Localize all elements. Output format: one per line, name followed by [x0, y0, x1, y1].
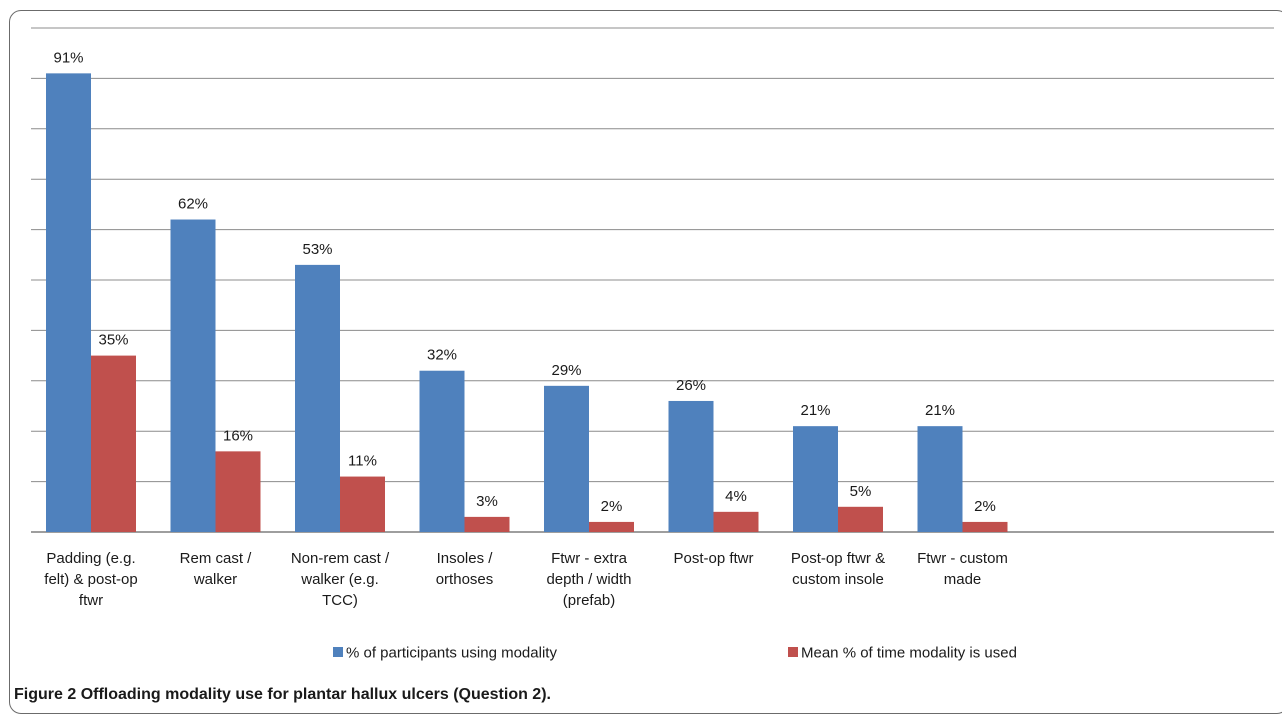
- legend-swatch-mean-time: [788, 647, 798, 657]
- data-label: 2%: [974, 498, 996, 515]
- bar-participants: [544, 385, 589, 532]
- category-label: Ftwr - custom made: [917, 550, 1008, 588]
- bar-mean-time: [838, 506, 883, 532]
- data-label: 21%: [925, 402, 955, 419]
- data-label: 16%: [223, 427, 253, 444]
- data-label: 53%: [302, 241, 332, 258]
- figure-number: Figure 2: [14, 686, 77, 703]
- bar-mean-time: [340, 476, 385, 532]
- data-label: 2%: [601, 498, 623, 515]
- category-label: Post-op ftwr & custom insole: [791, 550, 885, 588]
- bar-mean-time: [589, 521, 634, 532]
- data-labels: 91% 62% 53% 32% 29% 26% 21% 21% 35% 16% 11% 3% 2% 4% 5…: [53, 49, 995, 515]
- bar-participants: [170, 219, 216, 532]
- bar-mean-time: [91, 355, 136, 532]
- category-label: Rem cast / walker: [180, 550, 253, 588]
- data-label: 62%: [178, 196, 208, 213]
- data-label: 29%: [551, 362, 581, 379]
- data-label: 91%: [53, 49, 83, 66]
- legend-swatch-participants: [333, 647, 343, 657]
- category-label: Padding (e.g. felt) & post-op ftwr: [44, 550, 137, 609]
- legend: % of participants using modality Mean % o…: [333, 645, 1017, 662]
- data-label: 26%: [676, 377, 706, 394]
- data-label: 21%: [800, 402, 830, 419]
- data-label: 5%: [850, 483, 872, 500]
- data-label: 35%: [98, 332, 128, 349]
- legend-label-mean-time: Mean % of time modality is used: [801, 645, 1017, 662]
- figure-caption: Figure 2 Offloading modality use for pla…: [14, 686, 551, 704]
- bar-mean-time: [713, 511, 759, 532]
- bar-mean-time: [215, 451, 261, 532]
- category-label: Non-rem cast / walker (e.g. TCC): [291, 550, 390, 609]
- bar-participants: [419, 370, 465, 532]
- category-labels: Padding (e.g. felt) & post-op ftwr Rem cast…: [44, 550, 1008, 609]
- data-label: 4%: [725, 488, 747, 505]
- figure-frame: [9, 10, 1282, 714]
- category-label: Post-op ftwr: [673, 550, 753, 567]
- category-label: Insoles / orthoses: [436, 550, 494, 588]
- bars: [46, 73, 1008, 533]
- category-label: Ftwr - extra depth / width (prefab): [546, 550, 631, 609]
- bar-mean-time: [962, 521, 1008, 532]
- data-label: 11%: [348, 453, 377, 470]
- data-label: 3%: [476, 493, 498, 510]
- bar-participants: [917, 426, 963, 532]
- bar-mean-time: [464, 516, 510, 532]
- data-label: 32%: [427, 347, 457, 364]
- bar-participants: [793, 426, 838, 532]
- bar-participants: [668, 400, 714, 532]
- bar-participants: [295, 264, 340, 532]
- figure-caption-text: Offloading modality use for plantar hall…: [80, 686, 551, 703]
- legend-label-participants: % of participants using modality: [346, 645, 557, 662]
- bar-participants: [46, 73, 91, 533]
